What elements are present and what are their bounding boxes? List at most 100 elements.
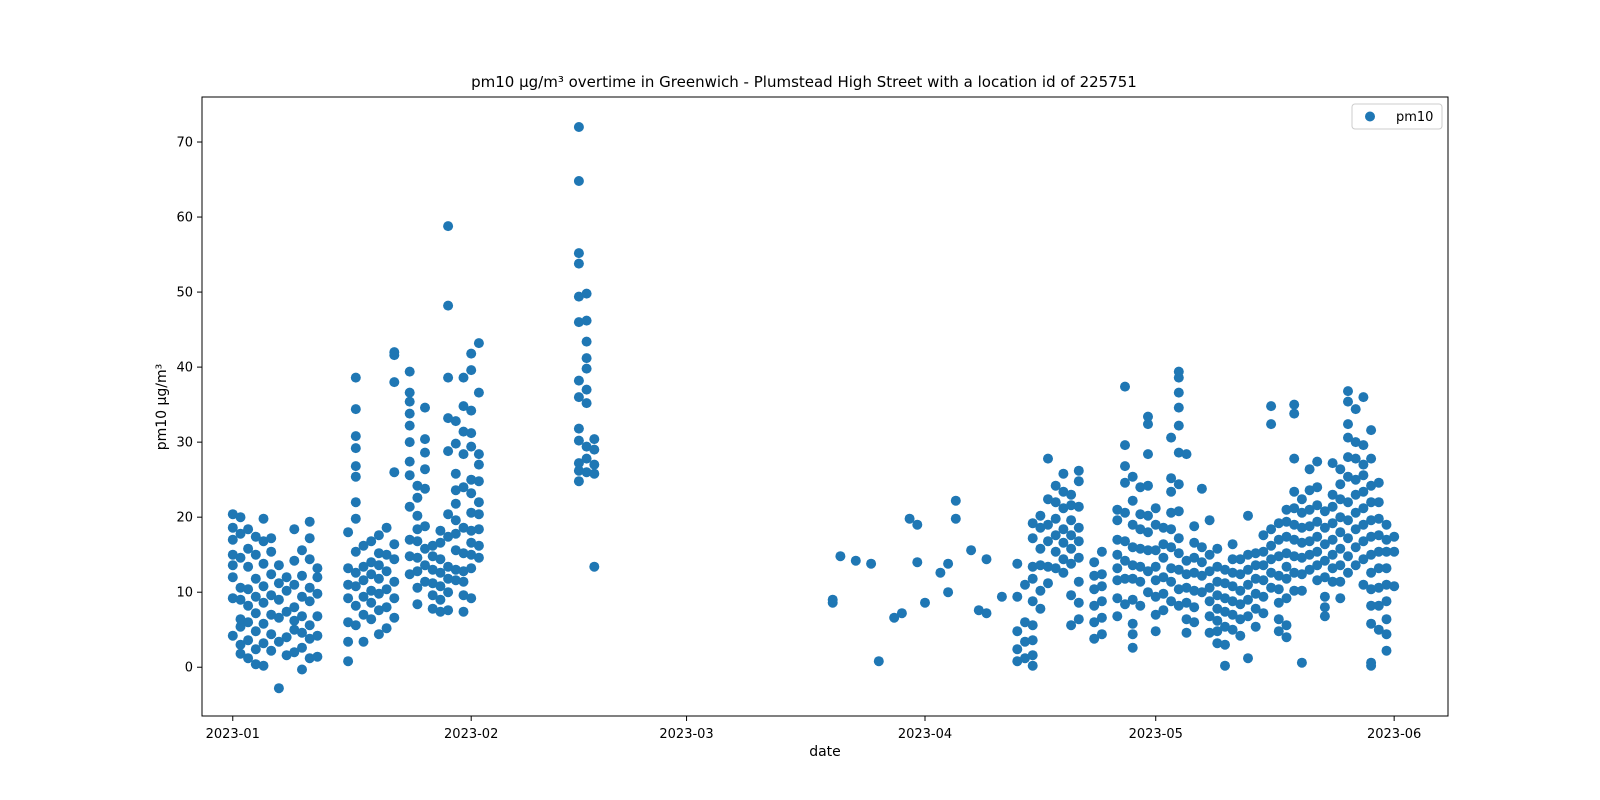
- data-point: [1350, 453, 1361, 464]
- data-point: [350, 461, 361, 472]
- data-point: [1312, 575, 1323, 586]
- data-point: [404, 366, 415, 377]
- data-point: [1204, 566, 1215, 577]
- data-point: [297, 664, 307, 675]
- data-point: [1250, 560, 1261, 571]
- data-point: [350, 372, 361, 383]
- data-point: [381, 584, 392, 595]
- data-point: [1027, 650, 1038, 661]
- data-point: [450, 575, 461, 586]
- data-point: [404, 437, 415, 448]
- data-point: [1266, 567, 1277, 578]
- data-point: [1043, 578, 1053, 589]
- data-point: [1127, 495, 1138, 506]
- data-point: [1335, 494, 1346, 505]
- data-point: [381, 566, 392, 577]
- data-point: [920, 597, 930, 608]
- data-point: [289, 579, 300, 590]
- data-point: [420, 447, 430, 458]
- data-point: [312, 651, 323, 662]
- data-point: [389, 593, 400, 604]
- data-point: [458, 522, 469, 533]
- data-point: [1143, 566, 1153, 577]
- y-tick-label: 0: [185, 661, 193, 676]
- data-point: [266, 533, 277, 544]
- data-point: [581, 384, 592, 395]
- data-point: [904, 513, 915, 524]
- data-point: [1173, 584, 1184, 595]
- data-point: [1343, 419, 1353, 430]
- data-point: [1027, 533, 1038, 544]
- data-point: [466, 441, 477, 452]
- data-point: [1035, 603, 1046, 614]
- data-point: [312, 572, 323, 583]
- data-point: [258, 513, 269, 524]
- data-point: [581, 363, 592, 374]
- data-point: [343, 593, 354, 604]
- data-point: [1281, 573, 1292, 584]
- data-point: [412, 566, 423, 577]
- data-point: [250, 549, 261, 560]
- data-point: [1073, 501, 1084, 512]
- data-point: [297, 570, 307, 581]
- data-point: [350, 513, 361, 524]
- data-point: [466, 365, 477, 376]
- data-point: [466, 593, 477, 604]
- data-point: [1120, 477, 1130, 488]
- y-tick-label: 70: [176, 136, 193, 151]
- data-point: [1319, 602, 1330, 613]
- data-point: [1073, 522, 1084, 533]
- data-point: [1066, 558, 1077, 569]
- data-point: [450, 416, 461, 427]
- data-point: [1343, 432, 1353, 443]
- data-point: [581, 315, 592, 326]
- data-point: [304, 582, 315, 593]
- data-point: [1366, 618, 1377, 629]
- data-point: [427, 551, 438, 562]
- data-point: [1127, 618, 1138, 629]
- data-point: [573, 176, 584, 186]
- data-point: [443, 605, 454, 616]
- data-point: [1112, 563, 1123, 574]
- data-point: [1150, 545, 1161, 556]
- data-point: [589, 444, 600, 455]
- data-point: [1220, 621, 1230, 632]
- data-point: [1258, 546, 1269, 557]
- data-points: [227, 122, 1400, 694]
- data-point: [350, 567, 361, 578]
- data-point: [458, 401, 469, 412]
- data-point: [1358, 486, 1369, 497]
- data-point: [1220, 660, 1230, 671]
- data-point: [443, 561, 454, 572]
- data-point: [458, 426, 469, 437]
- data-point: [1343, 497, 1353, 508]
- data-point: [250, 626, 261, 637]
- data-point: [827, 594, 838, 605]
- data-point: [458, 372, 469, 383]
- data-point: [1220, 639, 1230, 650]
- data-point: [1350, 542, 1361, 553]
- data-point: [1273, 518, 1284, 529]
- data-point: [358, 636, 369, 647]
- data-point: [1173, 564, 1184, 575]
- data-point: [389, 347, 400, 358]
- data-point: [1373, 497, 1384, 508]
- data-point: [1127, 519, 1138, 530]
- data-point: [1050, 546, 1061, 557]
- data-point: [1281, 620, 1292, 631]
- data-point: [250, 608, 261, 619]
- data-point: [1204, 627, 1215, 638]
- data-point: [1235, 569, 1246, 580]
- data-point: [373, 548, 384, 559]
- data-point: [1358, 519, 1369, 530]
- data-point: [1304, 485, 1315, 496]
- data-point: [466, 537, 477, 548]
- data-point: [1066, 489, 1077, 500]
- data-point: [1189, 617, 1200, 628]
- data-point: [1373, 563, 1384, 574]
- data-point: [1166, 507, 1177, 518]
- data-point: [1366, 567, 1377, 578]
- data-point: [366, 536, 377, 547]
- data-point: [350, 497, 361, 508]
